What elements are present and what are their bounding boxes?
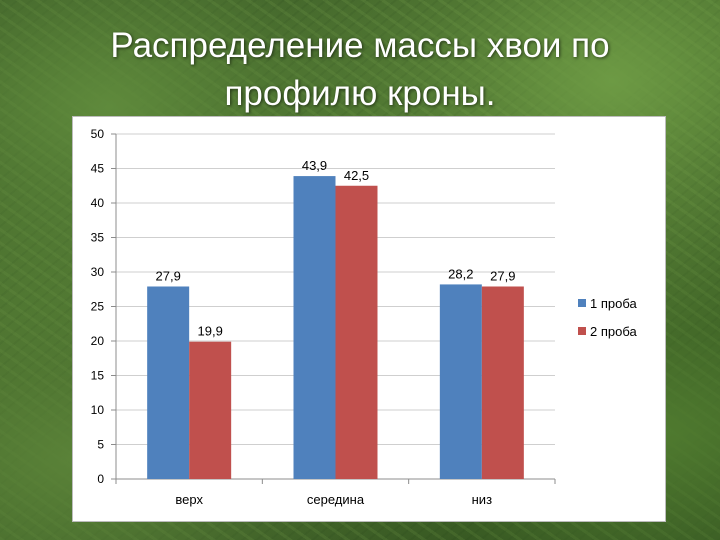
y-tick-label: 35 [91,231,105,245]
legend-item-series-1: 1 проба [578,293,664,313]
y-tick-label: 0 [97,472,104,486]
legend-label-series-1: 1 проба [590,295,637,311]
category-label: верх [175,492,203,507]
data-labels: 27,9 19,9 43,9 42,5 28,2 27,9 [156,158,516,339]
y-tick-label: 20 [91,334,105,348]
bar-series-2 [189,341,232,479]
legend: 1 проба 2 проба [578,293,664,349]
bar-series-1 [439,284,482,479]
data-label: 27,9 [490,268,515,283]
data-label: 27,9 [156,268,181,283]
category-label: низ [472,492,492,507]
legend-label-series-2: 2 проба [590,323,637,339]
slide-title: Распределение массы хвои по профилю крон… [110,26,610,113]
legend-swatch-series-1 [578,299,586,307]
y-tick-label: 10 [91,403,105,417]
y-tick-label: 30 [91,265,105,279]
y-tick-label: 40 [91,196,105,210]
bar-series-1 [293,176,336,479]
data-label: 19,9 [198,324,223,339]
data-label: 42,5 [344,168,369,183]
y-tick-label: 15 [91,369,105,383]
data-label: 28,2 [448,266,473,281]
bar-chart: 0 5 10 15 20 25 30 35 40 45 50 верх середина низ 27,9… [91,127,556,507]
bars [147,176,524,479]
chart-panel: 0 5 10 15 20 25 30 35 40 45 50 верх середина низ 27,9… [72,116,666,522]
category-label: середина [307,492,365,507]
y-tick-label: 5 [97,438,104,452]
y-tick-label: 45 [91,162,105,176]
bar-series-1 [147,286,190,479]
legend-item-series-2: 2 проба [578,321,664,341]
data-label: 43,9 [302,158,327,173]
legend-swatch-series-2 [578,327,586,335]
bar-series-2 [335,185,378,479]
bar-series-2 [481,286,524,479]
y-tick-label: 50 [91,127,105,141]
y-tick-label: 25 [91,300,105,314]
